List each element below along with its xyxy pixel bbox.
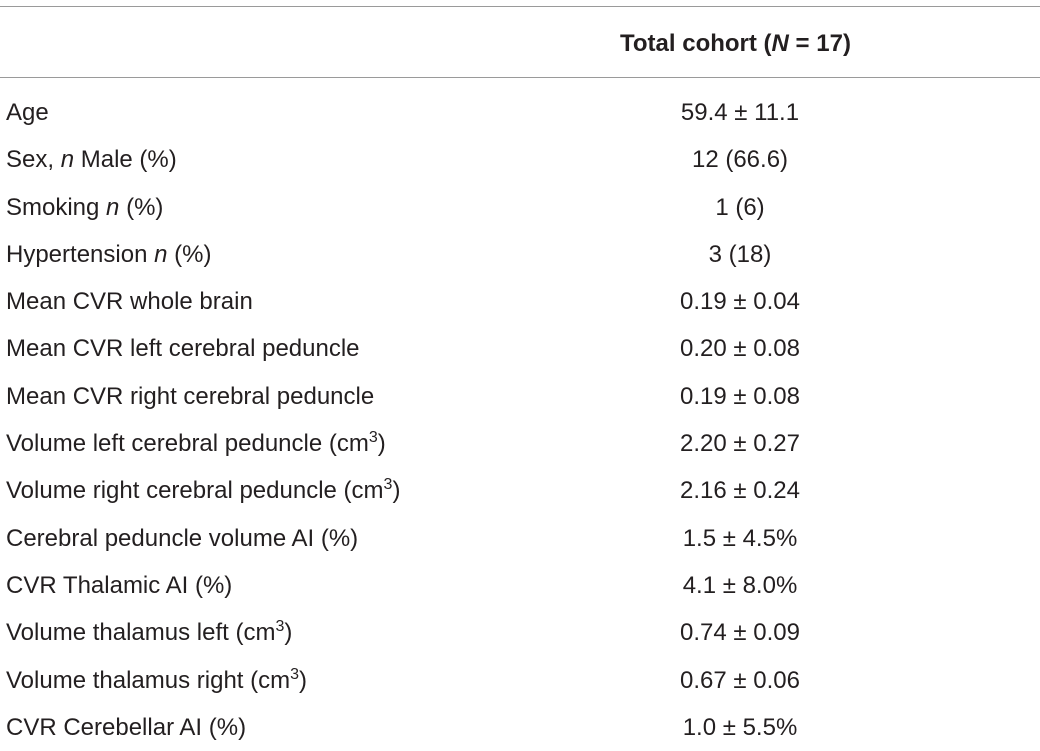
- row-value: 4.1 ± 8.0%: [682, 571, 798, 599]
- row-label-superscript: 3: [368, 429, 378, 447]
- row-label-text: Mean CVR right cerebral peduncle: [6, 382, 375, 410]
- table-row: CVR Thalamic AI (%) 4.1 ± 8.0%: [0, 562, 1040, 609]
- row-label-suffix: Male (%): [74, 146, 177, 174]
- row-label-text: Age: [6, 99, 49, 126]
- row-value: 3 (18): [708, 240, 772, 268]
- row-label: CVR Cerebellar AI (%): [6, 704, 246, 751]
- column-header-count: = 17): [788, 30, 851, 57]
- row-label-italic: n: [154, 240, 168, 268]
- column-header-n: N: [771, 30, 789, 57]
- row-label-text: Volume left cerebral peduncle (cm: [6, 430, 369, 458]
- row-value: 0.67 ± 0.06: [680, 666, 800, 694]
- row-label-text: Volume thalamus right (cm: [6, 666, 291, 694]
- table-row: Smoking n (%) 1 (6): [0, 184, 1040, 231]
- table-row: Volume left cerebral peduncle (cm3) 2.20 …: [0, 420, 1040, 467]
- row-label: Hypertension n (%): [6, 231, 211, 278]
- table-row: Volume right cerebral peduncle (cm3) 2.16…: [0, 467, 1040, 514]
- row-label: Mean CVR right cerebral peduncle: [6, 373, 374, 420]
- row-label: Sex, n Male (%): [6, 136, 177, 183]
- table-row: Volume thalamus left (cm3) 0.74 ± 0.09: [0, 609, 1040, 656]
- table-row: Mean CVR left cerebral peduncle 0.20 ± 0.…: [0, 325, 1040, 372]
- table-row: Mean CVR right cerebral peduncle 0.19 ± 0…: [0, 373, 1040, 420]
- row-label: Mean CVR left cerebral peduncle: [6, 325, 360, 372]
- table-row: Cerebral peduncle volume AI (%) 1.5 ± 4.5…: [0, 515, 1040, 562]
- header-rule: [0, 77, 1040, 78]
- row-label: Cerebral peduncle volume AI (%): [6, 515, 358, 562]
- row-value: 1 (6): [715, 193, 765, 221]
- row-label-italic: n: [106, 193, 120, 221]
- table-row: Volume thalamus right (cm3) 0.67 ± 0.06: [0, 657, 1040, 704]
- row-label: Volume thalamus left (cm3): [6, 609, 292, 656]
- row-value: 0.74 ± 0.09: [680, 619, 800, 647]
- row-label-text: Volume right cerebral peduncle (cm: [6, 477, 384, 505]
- column-header-text: Total cohort (: [620, 30, 772, 57]
- row-label-text: Cerebral peduncle volume AI (%): [6, 524, 359, 552]
- row-label-suffix: (%): [167, 240, 212, 268]
- row-value: 0.19 ± 0.04: [680, 288, 800, 316]
- row-label: Age: [6, 89, 49, 136]
- row-label: Volume left cerebral peduncle (cm3): [6, 420, 386, 467]
- row-label-close: ): [284, 619, 293, 647]
- column-header-total-cohort: Total cohort (N = 17): [620, 22, 920, 66]
- row-label-text: Hypertension: [6, 240, 155, 268]
- row-label-superscript: 3: [275, 618, 285, 636]
- row-label-text: CVR Cerebellar AI (%): [6, 713, 247, 741]
- table-header: Total cohort (N = 17): [0, 22, 1040, 66]
- row-label: CVR Thalamic AI (%): [6, 562, 232, 609]
- row-label: Volume thalamus right (cm3): [6, 657, 307, 704]
- row-label-text: Mean CVR left cerebral peduncle: [6, 335, 360, 363]
- row-label-text: Volume thalamus left (cm: [6, 619, 276, 647]
- table-row: Age 59.4 ± 11.1: [0, 89, 1040, 136]
- row-label: Mean CVR whole brain: [6, 278, 253, 325]
- row-label-italic: n: [60, 146, 75, 174]
- row-label-close: ): [299, 666, 308, 694]
- row-label-superscript: 3: [383, 476, 393, 494]
- row-label: Volume right cerebral peduncle (cm3): [6, 467, 400, 514]
- row-value: 0.19 ± 0.08: [680, 382, 800, 410]
- row-label-suffix: (%): [119, 193, 164, 221]
- top-rule: [0, 6, 1040, 7]
- row-label-text: Mean CVR whole brain: [6, 288, 253, 316]
- table-row: Sex, n Male (%) 12 (66.6): [0, 136, 1040, 183]
- table-row: CVR Cerebellar AI (%) 1.0 ± 5.5%: [0, 704, 1040, 751]
- row-value: 12 (66.6): [691, 146, 789, 174]
- row-value: 2.20 ± 0.27: [680, 430, 800, 458]
- row-label-text: CVR Thalamic AI (%): [6, 571, 233, 599]
- table-row: Mean CVR whole brain 0.19 ± 0.04: [0, 278, 1040, 325]
- row-value: 0.20 ± 0.08: [680, 335, 800, 363]
- row-label-close: ): [377, 430, 386, 458]
- row-label-text: Sex,: [6, 146, 61, 174]
- row-value: 2.16 ± 0.24: [680, 477, 800, 505]
- table-row: Hypertension n (%) 3 (18): [0, 231, 1040, 278]
- row-label-superscript: 3: [290, 665, 300, 683]
- row-label-close: ): [392, 477, 401, 505]
- row-label: Smoking n (%): [6, 184, 163, 231]
- table-body: Age 59.4 ± 11.1 Sex, n Male (%) 12 (66.6) Sm…: [0, 89, 1040, 751]
- row-value: 1.0 ± 5.5%: [682, 713, 798, 741]
- row-value: 1.5 ± 4.5%: [682, 524, 798, 552]
- row-value: 59.4 ± 11.1: [680, 99, 800, 126]
- row-label-text: Smoking: [6, 193, 107, 221]
